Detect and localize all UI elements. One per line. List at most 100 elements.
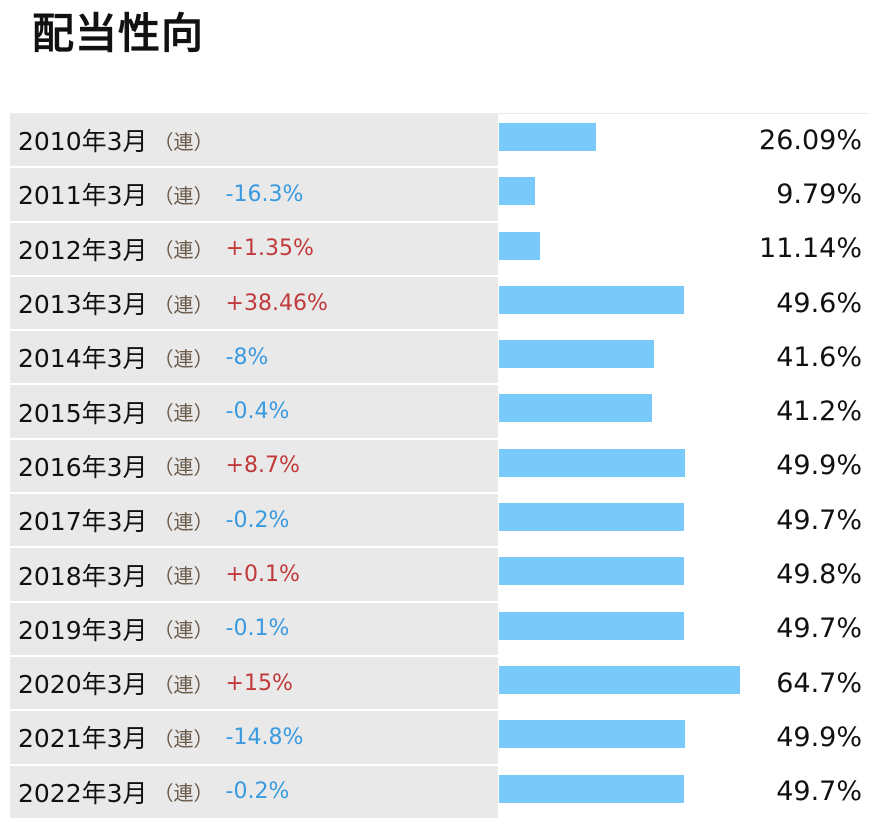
table-row: 2020年3月 （連） +15% 64.7%	[10, 656, 870, 712]
row-label-cell: 2014年3月 （連） -8%	[10, 331, 498, 384]
value-label: 9.79%	[776, 178, 862, 210]
value-label: 64.7%	[776, 667, 862, 699]
table-row: 2011年3月 （連） -16.3% 9.79%	[10, 168, 870, 223]
bar	[499, 394, 652, 423]
value-label: 41.6%	[776, 341, 862, 373]
bar	[499, 448, 685, 477]
change-label: +8.7%	[225, 453, 300, 479]
row-label-cell: 2018年3月 （連） +0.1%	[10, 548, 498, 601]
page-title: 配当性向	[32, 9, 205, 58]
period-label: 2011年3月	[18, 181, 148, 211]
table-row: 2013年3月 （連） +38.46% 49.6%	[10, 276, 870, 332]
table-row: 2012年3月 （連） +1.35% 11.14%	[10, 222, 870, 277]
bar	[499, 665, 740, 694]
bar-cell: 49.9%	[498, 439, 870, 493]
bar	[499, 231, 540, 260]
bar	[499, 285, 684, 314]
bar	[499, 557, 684, 586]
period-label: 2020年3月	[18, 670, 148, 700]
bar-cell: 49.7%	[498, 494, 870, 547]
change-label: -0.2%	[225, 779, 290, 805]
bar-cell: 49.9%	[498, 711, 870, 764]
row-label-cell: 2019年3月 （連） -0.1%	[10, 602, 498, 655]
consolidated-label: （連）	[153, 618, 214, 643]
table-row: 2014年3月 （連） -8% 41.6%	[10, 331, 870, 386]
value-label: 41.2%	[776, 396, 862, 428]
change-label: -14.8%	[225, 724, 304, 750]
period-label: 2017年3月	[18, 507, 148, 537]
consolidated-label: （連）	[153, 564, 214, 589]
change-label: +0.1%	[225, 562, 300, 588]
consolidated-label: （連）	[153, 726, 214, 751]
change-label: -0.2%	[225, 507, 290, 533]
period-label: 2014年3月	[18, 344, 148, 374]
row-label-cell: 2017年3月 （連） -0.2%	[10, 494, 498, 547]
value-label: 49.9%	[776, 450, 862, 482]
table-row: 2017年3月 （連） -0.2% 49.7%	[10, 494, 870, 549]
period-label: 2012年3月	[18, 235, 148, 265]
row-label-cell: 2021年3月 （連） -14.8%	[10, 711, 498, 764]
bar	[499, 340, 654, 369]
value-label: 49.7%	[776, 776, 862, 808]
table-row: 2016年3月 （連） +8.7% 49.9%	[10, 439, 870, 495]
table-row: 2010年3月 （連） 26.09%	[10, 114, 870, 169]
row-label-cell: 2013年3月 （連） +38.46%	[10, 276, 498, 330]
value-label: 49.9%	[776, 721, 862, 753]
bar-cell: 9.79%	[498, 168, 870, 221]
period-label: 2013年3月	[18, 290, 148, 320]
row-label-cell: 2016年3月 （連） +8.7%	[10, 439, 498, 493]
bar	[499, 611, 684, 640]
change-label: +1.35%	[225, 236, 314, 262]
row-label-cell: 2010年3月 （連）	[10, 114, 498, 167]
period-label: 2016年3月	[18, 452, 148, 482]
row-label-cell: 2020年3月 （連） +15%	[10, 656, 498, 710]
bar-cell: 41.6%	[498, 331, 870, 384]
period-label: 2022年3月	[18, 778, 148, 808]
change-label: -16.3%	[225, 181, 304, 207]
payout-ratio-table: 2010年3月 （連） 26.09% 2011年3月 （連） -16.3% 9.79% 201…	[10, 113, 870, 820]
bar	[499, 720, 685, 749]
period-label: 2021年3月	[18, 724, 148, 754]
value-label: 49.7%	[776, 504, 862, 536]
consolidated-label: （連）	[153, 292, 214, 317]
row-label-cell: 2011年3月 （連） -16.3%	[10, 168, 498, 221]
consolidated-label: （連）	[153, 781, 214, 806]
bar	[499, 177, 535, 206]
value-label: 49.6%	[776, 287, 862, 319]
consolidated-label: （連）	[153, 129, 214, 154]
consolidated-label: （連）	[153, 672, 214, 697]
table-row: 2018年3月 （連） +0.1% 49.8%	[10, 548, 870, 603]
row-label-cell: 2012年3月 （連） +1.35%	[10, 222, 498, 275]
table-row: 2022年3月 （連） -0.2% 49.7%	[10, 765, 870, 820]
table-row: 2015年3月 （連） -0.4% 41.2%	[10, 385, 870, 440]
bar-cell: 49.7%	[498, 765, 870, 818]
table-row: 2019年3月 （連） -0.1% 49.7%	[10, 602, 870, 657]
bar-cell: 11.14%	[498, 222, 870, 275]
row-label-cell: 2015年3月 （連） -0.4%	[10, 385, 498, 438]
period-label: 2015年3月	[18, 398, 148, 428]
row-label-cell: 2022年3月 （連） -0.2%	[10, 765, 498, 818]
bar-cell: 49.8%	[498, 548, 870, 601]
table-row: 2021年3月 （連） -14.8% 49.9%	[10, 711, 870, 766]
change-label: -0.4%	[225, 399, 290, 425]
bar	[499, 123, 596, 151]
bar-cell: 41.2%	[498, 385, 870, 438]
change-label: -0.1%	[225, 616, 290, 642]
value-label: 26.09%	[759, 124, 862, 156]
change-label: -8%	[225, 344, 269, 370]
consolidated-label: （連）	[153, 509, 214, 534]
bar-cell: 64.7%	[498, 656, 870, 710]
change-label: +38.46%	[225, 290, 328, 316]
consolidated-label: （連）	[153, 183, 214, 208]
consolidated-label: （連）	[153, 238, 214, 263]
bar-cell: 49.7%	[498, 602, 870, 655]
bar	[499, 503, 684, 532]
bar-cell: 26.09%	[498, 114, 870, 167]
period-label: 2018年3月	[18, 561, 148, 591]
bar-cell: 49.6%	[498, 276, 870, 330]
period-label: 2010年3月	[18, 127, 148, 157]
bar	[499, 774, 684, 803]
value-label: 11.14%	[759, 233, 862, 265]
period-label: 2019年3月	[18, 615, 148, 645]
consolidated-label: （連）	[153, 455, 214, 480]
